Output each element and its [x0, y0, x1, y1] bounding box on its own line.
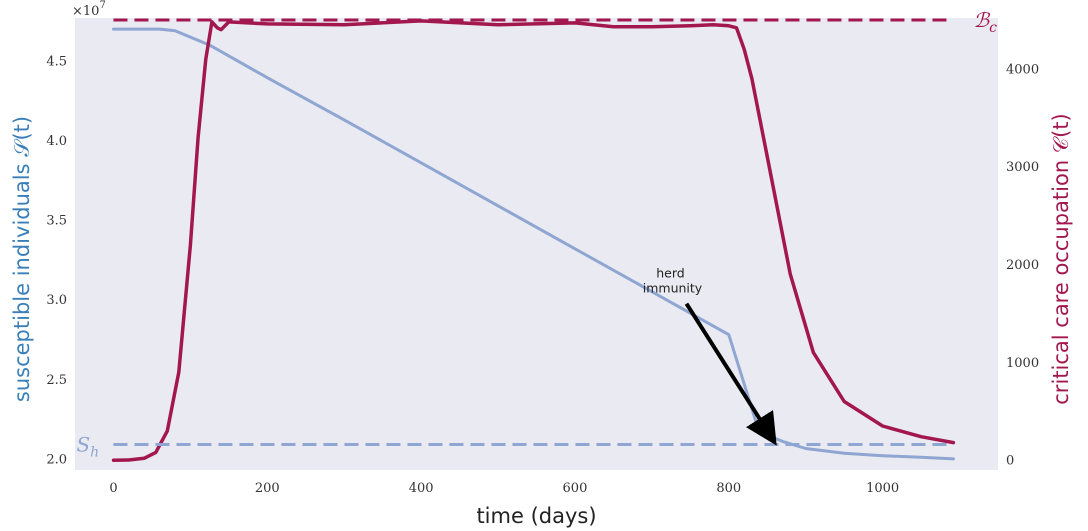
reference-label-subscript: h — [90, 445, 99, 461]
right-tick-label: 4000 — [1006, 62, 1039, 77]
herd-immunity-annotation: herd immunity — [643, 266, 703, 296]
x-tick-label: 1000 — [866, 481, 899, 496]
annotation-line-2: immunity — [643, 281, 703, 296]
reference-label-subscript: c — [989, 20, 997, 36]
x-tick-label: 200 — [255, 481, 280, 496]
multiplier-exponent: 7 — [99, 0, 105, 11]
right-tick-label: 0 — [1006, 454, 1014, 469]
susceptible-series-line — [112, 27, 955, 461]
multiplier-base: ×10 — [72, 4, 99, 19]
left-tick-label: 4.5 — [46, 54, 67, 69]
annotation-line-1: herd — [656, 266, 684, 281]
right-tick-label: 2000 — [1006, 258, 1039, 273]
right-axis-label: critical care occupation 𝒞(t) — [1049, 113, 1073, 404]
x-tick-label: 600 — [563, 481, 588, 496]
left-tick-label: 3.5 — [46, 214, 67, 229]
x-tick-label: 0 — [109, 481, 117, 496]
left-axis-multiplier: ×107 — [72, 0, 106, 19]
left-axis-label: susceptible individuals 𝒮(t) — [10, 116, 34, 402]
left-tick-label: 4.0 — [46, 134, 67, 149]
x-tick-label: 400 — [409, 481, 434, 496]
critical-care-series-line — [111, 19, 956, 462]
critical-capacity-label: ℬc — [973, 8, 997, 36]
herd-immunity-arrow — [684, 302, 777, 446]
right-tick-label: 3000 — [1006, 160, 1039, 175]
left-tick-label: 2.0 — [46, 452, 67, 467]
left-tick-label: 3.0 — [46, 293, 67, 308]
x-axis-label: time (days) — [476, 504, 596, 528]
left-tick-label: 2.5 — [46, 373, 67, 388]
x-tick-label: 800 — [716, 481, 741, 496]
right-tick-label: 1000 — [1006, 356, 1039, 371]
plot-area — [75, 18, 998, 470]
